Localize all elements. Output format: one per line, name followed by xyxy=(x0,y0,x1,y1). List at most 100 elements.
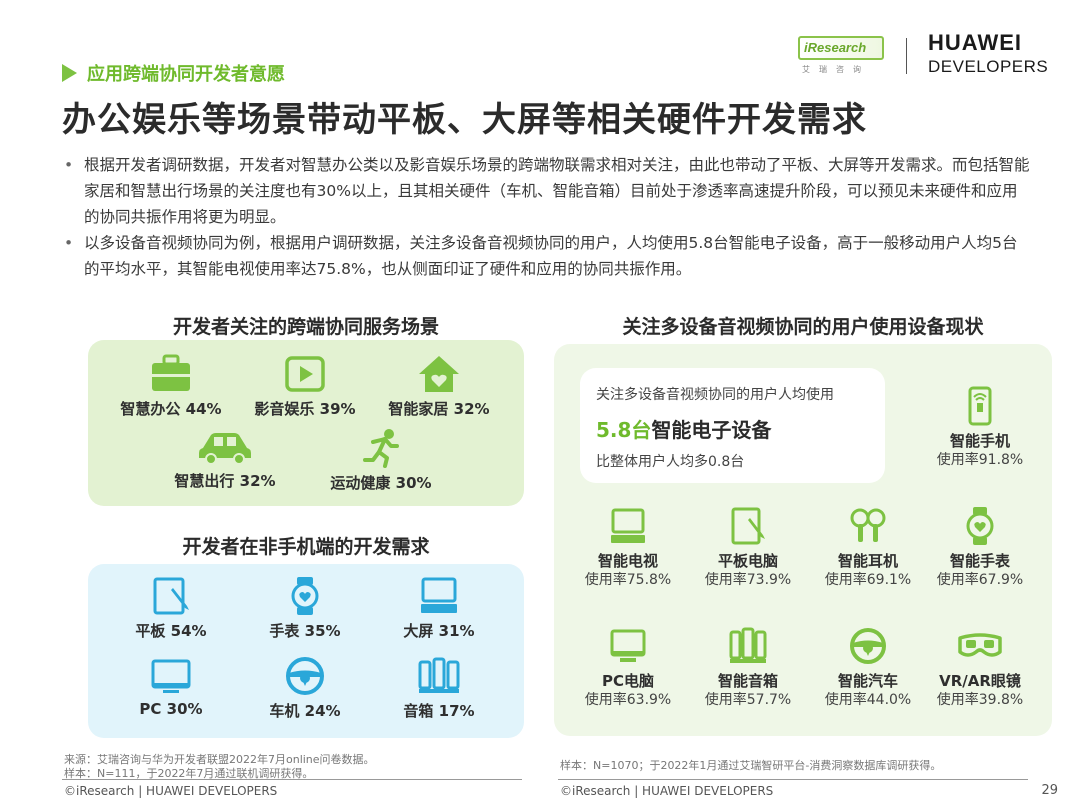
iresearch-logo: iResearch 艾瑞咨询 xyxy=(798,36,886,78)
bullet-item: 以多设备音视频协同为例，根据用户调研数据，关注多设备音视频协同的用户，人均使用5… xyxy=(62,230,1032,282)
dev-need-label: 车机 24% xyxy=(269,702,341,720)
dev-need-label: 平板 54% xyxy=(135,622,207,640)
vr-glasses-icon xyxy=(958,633,1002,657)
dev-needs-title: 开发者在非手机端的开发需求 xyxy=(182,536,430,558)
device-rate: 使用率69.1% xyxy=(824,572,912,588)
highlight-line2-text: 智能电子设备 xyxy=(651,418,772,442)
iresearch-logo-text: iResearch xyxy=(798,36,884,60)
scene-item: 影音娱乐 39% xyxy=(240,354,370,419)
play-triangle-icon xyxy=(62,64,77,82)
device-name: 智能耳机 xyxy=(837,552,898,570)
device-item: 智能电视 使用率75.8% xyxy=(568,506,688,590)
device-name: VR/AR眼镜 xyxy=(939,672,1021,690)
dev-need-item: 平板 54% xyxy=(106,576,236,641)
footnote-sample-right: 样本：N=1070；于2022年1月通过艾瑞智研平台-消费洞察数据库调研获得。 xyxy=(560,759,942,772)
iresearch-logo-subtext: 艾瑞咨询 xyxy=(802,65,870,74)
section-tag: 应用跨端协同开发者意愿 xyxy=(62,60,285,86)
steering-wheel-icon xyxy=(850,628,886,664)
device-item: PC电脑 使用率63.9% xyxy=(568,626,688,710)
briefcase-icon xyxy=(152,354,190,391)
dev-need-label: PC 30% xyxy=(139,700,203,718)
device-rate: 使用率63.9% xyxy=(584,692,672,708)
scene-label: 智能家居 32% xyxy=(388,400,490,418)
device-name: 智能音箱 xyxy=(717,672,778,690)
watch-icon xyxy=(966,507,994,545)
earbuds-icon xyxy=(850,508,886,542)
page-title: 办公娱乐等场景带动平板、大屏等相关硬件开发需求 xyxy=(62,100,867,140)
scene-label: 智慧出行 32% xyxy=(174,472,276,490)
footer-copyright-right: ©iResearch | HUAWEI DEVELOPERS xyxy=(560,784,774,798)
tablet-icon xyxy=(731,507,765,545)
device-rate: 使用率91.8% xyxy=(936,452,1024,468)
device-name: 智能手表 xyxy=(949,552,1010,570)
tablet-icon xyxy=(153,577,189,615)
smart-home-icon xyxy=(419,356,459,392)
bullet-item: 根据开发者调研数据，开发者对智慧办公类以及影音娱乐场景的跨端物联需求相对关注，由… xyxy=(62,152,1032,230)
tv-icon xyxy=(611,508,645,543)
device-rate: 使用率67.9% xyxy=(936,572,1024,588)
dev-need-item: 音箱 17% xyxy=(374,656,504,721)
highlight-line1: 关注多设备音视频协同的用户人均使用 xyxy=(596,387,834,403)
watch-icon xyxy=(291,577,319,615)
scene-label: 运动健康 30% xyxy=(330,474,432,492)
footer-divider-left xyxy=(62,779,522,780)
scene-item: 智慧出行 32% xyxy=(160,430,290,491)
scene-label: 智慧办公 44% xyxy=(120,400,222,418)
dev-need-item: PC 30% xyxy=(106,656,236,718)
huawei-logo-line1: HUAWEI xyxy=(928,30,1022,55)
pc-icon xyxy=(151,659,191,693)
devices-title: 关注多设备音视频协同的用户使用设备现状 xyxy=(622,316,984,338)
scene-item: 智慧办公 44% xyxy=(106,354,236,419)
car-icon xyxy=(199,433,251,465)
device-item: 智能音箱 使用率57.7% xyxy=(688,626,808,710)
video-play-icon xyxy=(285,356,325,392)
footer-divider-right xyxy=(558,779,1028,780)
running-icon xyxy=(363,429,399,468)
device-name: PC电脑 xyxy=(601,672,654,690)
speaker-icon xyxy=(418,657,460,693)
logo-divider xyxy=(906,38,907,74)
dev-need-item: 手表 35% xyxy=(240,576,370,641)
dev-need-label: 音箱 17% xyxy=(403,702,475,720)
scene-label: 影音娱乐 39% xyxy=(254,400,356,418)
summary-bullets: 根据开发者调研数据，开发者对智慧办公类以及影音娱乐场景的跨端物联需求相对关注，由… xyxy=(62,152,1032,282)
speaker-icon xyxy=(729,627,767,663)
scenes-title: 开发者关注的跨端协同服务场景 xyxy=(172,316,439,338)
device-item: 智能手机 使用率91.8% xyxy=(920,386,1040,470)
highlight-number: 5.8台 xyxy=(596,418,652,442)
scene-item: 智能家居 32% xyxy=(374,354,504,419)
section-tag-text: 应用跨端协同开发者意愿 xyxy=(87,64,285,85)
large-screen-icon xyxy=(421,577,457,613)
device-name: 智能手机 xyxy=(949,432,1010,450)
devices-highlight-card: 关注多设备音视频协同的用户人均使用 5.8台智能电子设备 比整体用户人均多0.8… xyxy=(580,368,885,483)
device-item: 智能耳机 使用率69.1% xyxy=(808,506,928,590)
scene-item: 运动健康 30% xyxy=(316,428,446,493)
device-name: 智能电视 xyxy=(597,552,658,570)
pc-icon xyxy=(610,629,646,662)
device-item: 智能手表 使用率67.9% xyxy=(920,506,1040,590)
huawei-developers-logo: HUAWEI DEVELOPERS xyxy=(928,30,1049,76)
huawei-logo-line2: DEVELOPERS xyxy=(928,57,1049,76)
dev-need-label: 大屏 31% xyxy=(403,622,475,640)
dev-need-item: 大屏 31% xyxy=(374,576,504,641)
smartphone-icon xyxy=(968,386,992,426)
footnote-source: 来源：艾瑞咨询与华为开发者联盟2022年7月online问卷数据。 xyxy=(64,753,375,766)
footnote-sample-left: 样本：N=111，于2022年7月通过联机调研获得。 xyxy=(64,767,314,780)
device-rate: 使用率39.8% xyxy=(936,692,1024,708)
device-item: 平板电脑 使用率73.9% xyxy=(688,506,808,590)
dev-need-item: 车机 24% xyxy=(240,656,370,721)
highlight-line3: 比整体用户人均多0.8台 xyxy=(596,454,745,470)
device-name: 智能汽车 xyxy=(837,672,898,690)
page-number: 29 xyxy=(1041,783,1058,798)
device-name: 平板电脑 xyxy=(717,552,778,570)
steering-wheel-icon xyxy=(286,657,324,695)
device-item: 智能汽车 使用率44.0% xyxy=(808,626,928,710)
dev-need-label: 手表 35% xyxy=(269,622,341,640)
device-item: VR/AR眼镜 使用率39.8% xyxy=(920,626,1040,710)
highlight-line2: 5.8台智能电子设备 xyxy=(596,414,885,443)
device-rate: 使用率57.7% xyxy=(704,692,792,708)
device-rate: 使用率44.0% xyxy=(824,692,912,708)
device-rate: 使用率73.9% xyxy=(704,572,792,588)
footer-copyright-left: ©iResearch | HUAWEI DEVELOPERS xyxy=(64,784,278,798)
device-rate: 使用率75.8% xyxy=(584,572,672,588)
